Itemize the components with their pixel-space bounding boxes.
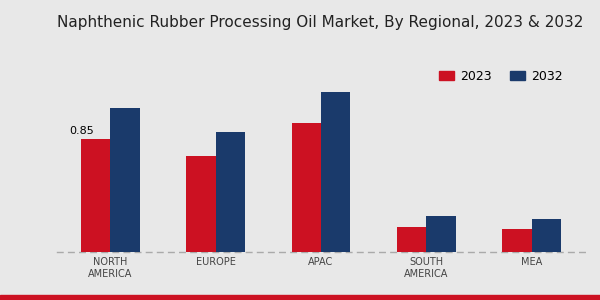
Bar <box>186 156 216 252</box>
Bar <box>532 219 561 252</box>
Legend: 2023, 2032: 2023, 2032 <box>434 65 568 88</box>
Bar <box>110 108 140 252</box>
Bar <box>216 132 245 252</box>
Bar <box>426 216 456 252</box>
Bar <box>397 226 426 252</box>
Text: 0.85: 0.85 <box>69 126 94 136</box>
Bar <box>292 123 321 252</box>
Bar <box>81 139 110 252</box>
Bar <box>502 229 532 252</box>
Text: Naphthenic Rubber Processing Oil Market, By Regional, 2023 & 2032: Naphthenic Rubber Processing Oil Market,… <box>57 15 583 30</box>
Bar <box>321 92 350 252</box>
